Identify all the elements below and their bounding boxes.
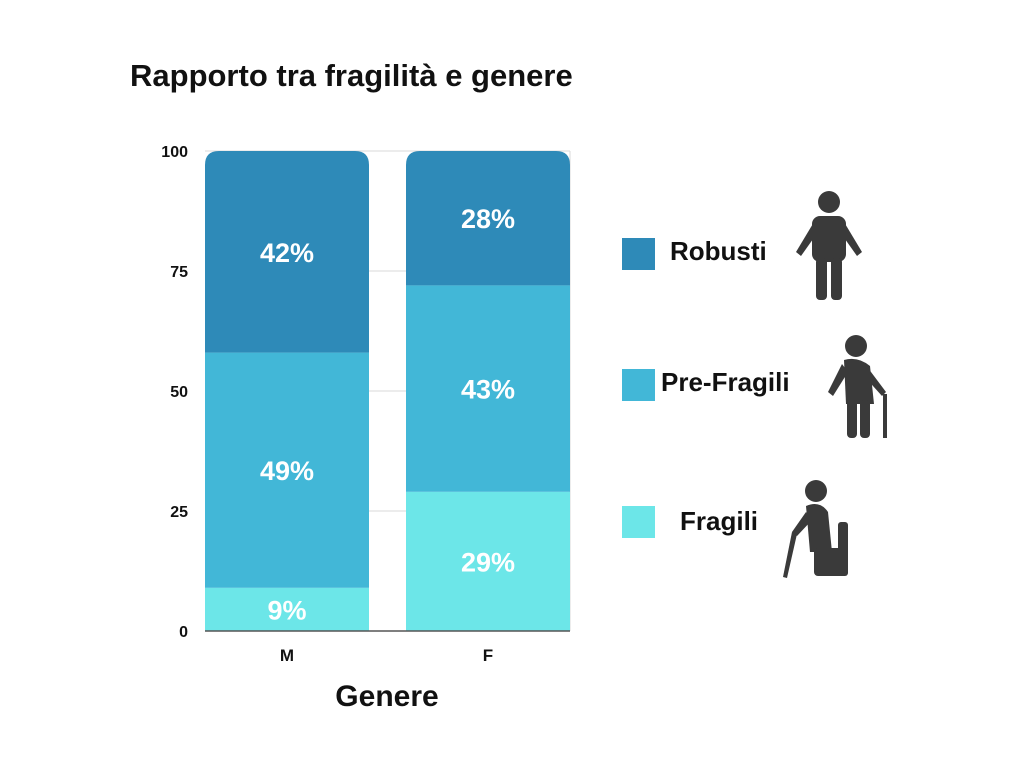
bar-stack-m — [205, 151, 369, 631]
data-label: 42% — [260, 238, 314, 268]
legend-swatch — [622, 238, 655, 270]
data-label: 29% — [461, 547, 515, 577]
data-label: 43% — [461, 375, 515, 405]
axes: 0 25 50 75 100 M F — [161, 144, 570, 665]
legend-swatch — [622, 369, 655, 401]
y-tick-label: 0 — [179, 624, 188, 641]
bar-segment-robusti — [406, 151, 570, 286]
bar-segment-pre-fragili — [406, 285, 570, 492]
x-tick-label: F — [483, 646, 493, 665]
bar-stack-f — [406, 151, 570, 631]
y-tick-label: 50 — [170, 384, 188, 401]
data-label: 28% — [461, 204, 515, 234]
data-labels: 9% 49% 42% 29% 43% 28% — [260, 204, 515, 625]
x-tick-label: M — [280, 646, 294, 665]
legend-label: Fragili — [680, 506, 759, 536]
legend-swatch — [622, 506, 655, 538]
legend-label: Pre-Fragili — [661, 367, 790, 397]
elderly-person-with-cane-icon — [828, 335, 887, 438]
data-label: 49% — [260, 456, 314, 486]
legend-label: Robusti — [670, 236, 767, 266]
chart-title: Rapporto tra fragilità e genere — [130, 58, 573, 93]
bar-segment-pre-fragili — [205, 352, 369, 588]
y-tick-label: 100 — [161, 144, 188, 161]
x-axis-title: Genere — [335, 680, 438, 713]
bar-segment-robusti — [205, 151, 369, 353]
bars — [205, 151, 570, 631]
data-label: 9% — [267, 595, 306, 625]
bar-segment-fragili — [205, 587, 369, 631]
y-tick-label: 25 — [170, 504, 188, 521]
standing-elderly-person-icon — [796, 191, 862, 300]
seated-elderly-person-with-cane-icon — [783, 480, 848, 578]
bar-segment-fragili — [406, 491, 570, 631]
y-tick-label: 75 — [170, 264, 188, 281]
